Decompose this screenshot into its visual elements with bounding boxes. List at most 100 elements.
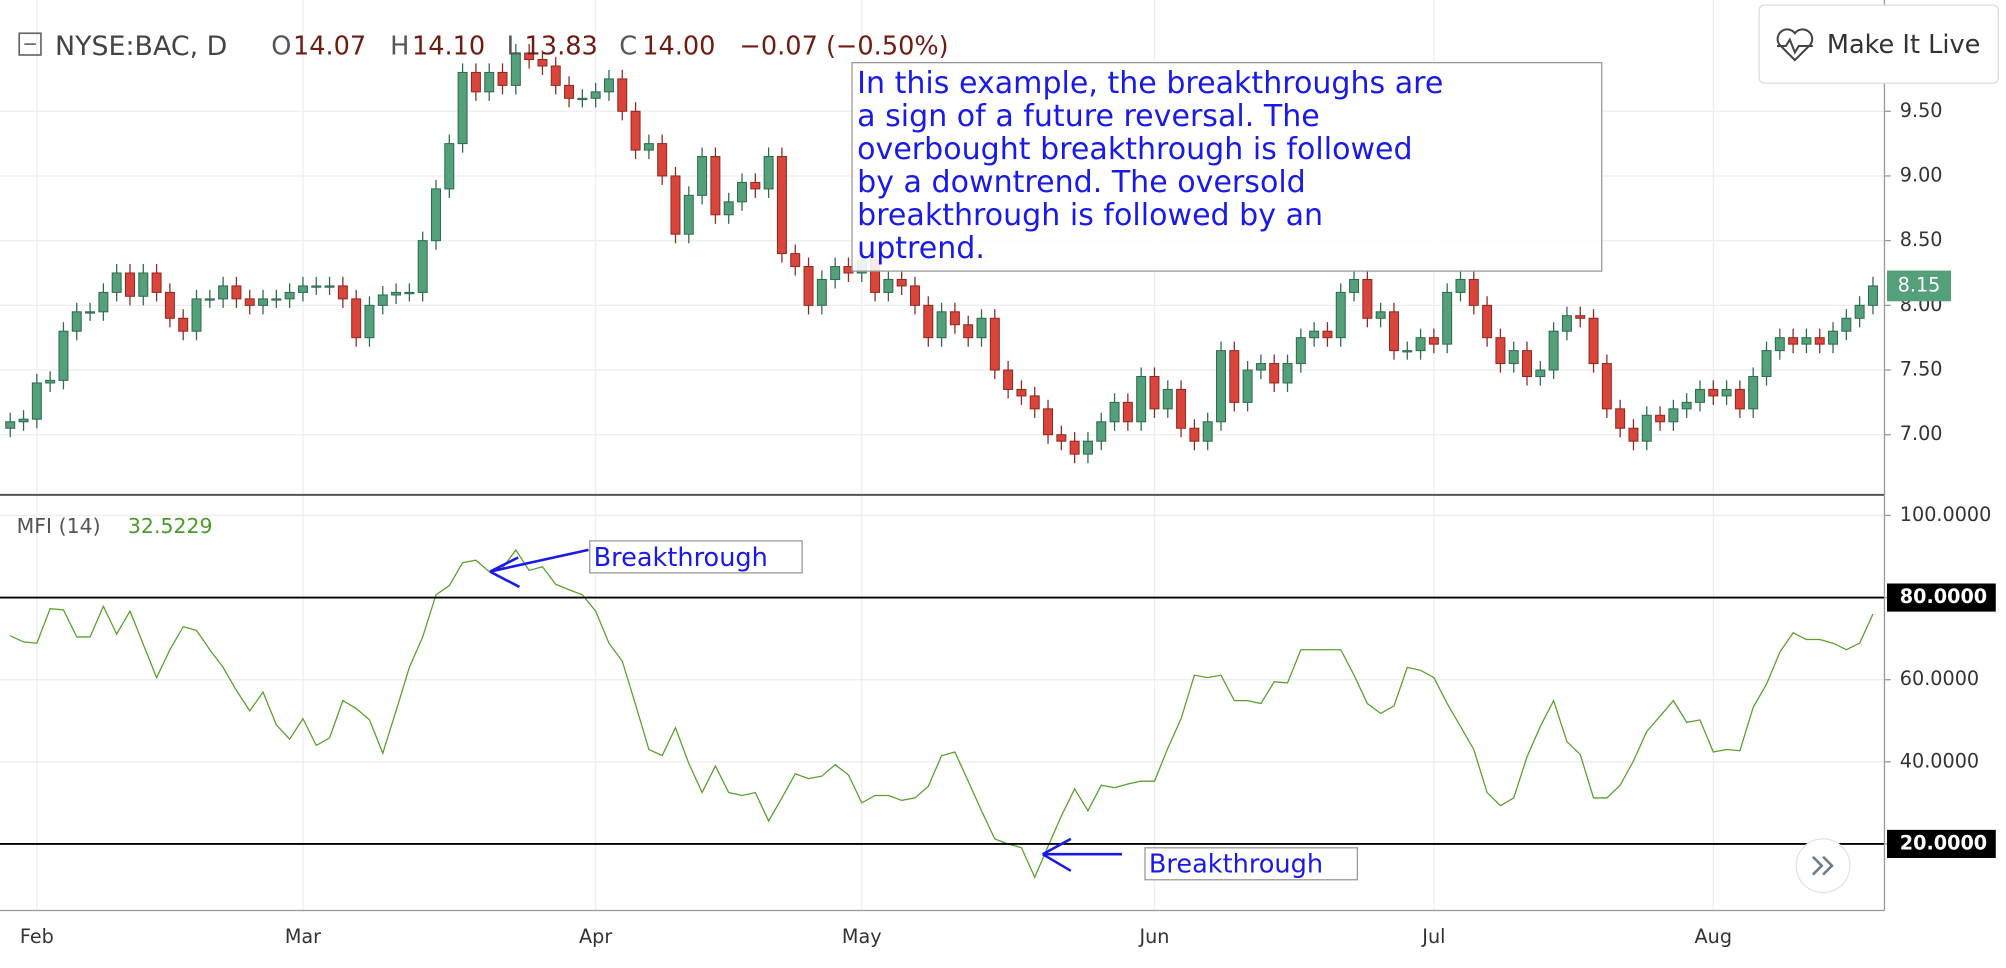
candle-body: [1255, 363, 1266, 371]
candle-body: [883, 278, 894, 293]
candle-body: [1548, 330, 1559, 371]
candle-body: [391, 291, 402, 296]
candle-body: [1867, 285, 1878, 306]
note-line: a sign of a future reversal. The: [857, 99, 1320, 134]
candle-body: [1295, 337, 1306, 365]
ohlc-label: L: [507, 31, 522, 61]
candle-body: [111, 272, 122, 293]
candle-body: [45, 379, 56, 384]
marker-label: Breakthrough: [1149, 850, 1323, 880]
candle-body: [1109, 401, 1120, 423]
candle-body: [1202, 421, 1213, 442]
candle-body: [1655, 414, 1666, 423]
y-tick-label: 9.50: [1900, 99, 1943, 122]
candle-body: [178, 317, 189, 332]
candle-body: [1588, 317, 1599, 365]
change: −0.07 (−0.50%): [739, 31, 948, 61]
y-tick-label: 7.00: [1900, 422, 1943, 445]
candle-body: [896, 278, 907, 287]
candle-body: [1681, 401, 1692, 410]
candle-body: [364, 304, 375, 339]
candle-body: [311, 285, 322, 288]
candle-body: [1082, 440, 1093, 455]
candle-body: [816, 278, 827, 306]
candle-body: [1122, 401, 1133, 423]
heart-icon: [1776, 28, 1814, 62]
band-badge: [1887, 583, 1996, 612]
candle-body: [31, 382, 42, 420]
button-label[interactable]: Make It Live: [1827, 30, 1980, 60]
candle-body: [909, 285, 920, 306]
candle-body: [85, 311, 96, 314]
x-tick-label: Jul: [1421, 925, 1445, 948]
candle-body: [151, 272, 162, 293]
candle-body: [204, 298, 215, 301]
note-line: In this example, the breakthroughs are: [857, 66, 1443, 101]
ohlc-value: 14.00: [642, 31, 715, 61]
candle-body: [497, 71, 508, 86]
y-tick-label: 9.00: [1900, 163, 1943, 186]
candle-body: [1096, 421, 1107, 442]
candle-body: [1189, 427, 1200, 442]
candle-body: [1814, 337, 1825, 345]
candle-body: [1229, 350, 1240, 403]
collapse-icon[interactable]: [18, 32, 42, 56]
candle-body: [1455, 278, 1466, 293]
candle-body: [1761, 350, 1772, 378]
mfi-line: [9, 548, 1874, 879]
marker-arrow: [489, 548, 589, 589]
candle-body: [1216, 350, 1226, 423]
candle-body: [1282, 363, 1293, 384]
note-line: by a downtrend. The oversold: [857, 165, 1306, 200]
note-text: In this example, the breakthroughs area …: [857, 66, 1443, 266]
candle-body: [1708, 388, 1719, 397]
candle-body: [1535, 369, 1546, 378]
candle-body: [723, 201, 734, 216]
candle-body: [58, 330, 69, 381]
overlay-layer: NYSE:BAC, D O 14.07 H 14.10 L 13.83 C 14…: [17, 4, 1999, 948]
marker-label: Breakthrough: [594, 543, 768, 573]
candle-body: [1016, 388, 1027, 397]
candle-body: [1575, 315, 1586, 319]
candle-body: [258, 298, 269, 306]
y-tick-label: 40.0000: [1900, 749, 1979, 772]
candle-body: [524, 52, 535, 61]
candle-body: [231, 285, 242, 300]
candle-body: [949, 311, 960, 326]
candle-body: [550, 65, 561, 86]
ohlc-value: 14.07: [293, 31, 366, 61]
candle-body: [963, 324, 974, 339]
marker-arrow: [1042, 837, 1122, 872]
last-price-badge: [1887, 270, 1951, 302]
candle-body: [1428, 337, 1439, 345]
candle-body: [617, 78, 628, 112]
candle-body: [1721, 388, 1732, 397]
candle-body: [510, 52, 521, 86]
candle-body: [1069, 440, 1080, 455]
candle-body: [803, 266, 814, 306]
candle-body: [1362, 278, 1373, 319]
candle-body: [564, 84, 575, 99]
candle-body: [1734, 388, 1745, 410]
make-it-live-button[interactable]: [1758, 4, 1999, 84]
candle-body: [1668, 408, 1679, 423]
indicator-title: MFI (14): [17, 514, 101, 538]
candle-body: [1375, 311, 1386, 319]
ohlc-value: 14.10: [412, 31, 485, 61]
note-line: overbought breakthrough is followed: [857, 132, 1412, 167]
x-tick-label: Mar: [285, 925, 321, 948]
candle-body: [643, 143, 654, 151]
candle-body: [5, 421, 16, 429]
candle-body: [1269, 363, 1280, 384]
scroll-icon: [1811, 855, 1834, 876]
candle-body: [1641, 414, 1652, 442]
candle-body: [71, 311, 82, 332]
x-tick-label: Apr: [579, 925, 612, 948]
candle-body: [1615, 408, 1626, 429]
band-badge: [1887, 829, 1996, 859]
candle-body: [577, 97, 588, 101]
x-tick-label: Jun: [1138, 925, 1169, 948]
indicator-value: 32.5229: [128, 514, 213, 538]
candle-body: [750, 181, 761, 190]
